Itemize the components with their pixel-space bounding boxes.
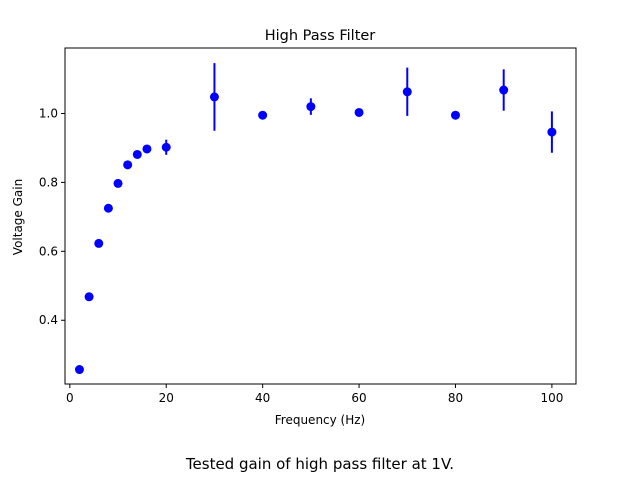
y-tick-label: 0.8 — [39, 175, 58, 189]
data-point — [113, 178, 123, 188]
data-point — [94, 238, 104, 248]
y-tick-label: 0.4 — [39, 313, 58, 327]
data-point — [103, 203, 113, 213]
data-point — [450, 110, 460, 120]
data-point — [402, 87, 412, 97]
chart-title: High Pass Filter — [265, 28, 376, 44]
x-tick-label: 0 — [66, 391, 74, 405]
figure-caption: Tested gain of high pass filter at 1V. — [185, 455, 455, 473]
x-tick-label: 80 — [448, 391, 463, 405]
data-point — [499, 85, 509, 95]
plot-frame — [64, 47, 577, 385]
data-point — [209, 92, 219, 102]
data-markers — [74, 63, 557, 375]
y-tick-label: 0.6 — [39, 244, 58, 258]
data-point — [84, 292, 94, 302]
x-tick-label: 40 — [255, 391, 270, 405]
data-point — [354, 107, 364, 117]
x-tick-label: 20 — [159, 391, 174, 405]
data-point — [258, 110, 268, 120]
x-tick-label: 60 — [351, 391, 366, 405]
x-axis-ticks: 0 20 40 60 80 100 — [66, 384, 563, 405]
data-point — [74, 365, 84, 375]
data-point — [123, 160, 133, 170]
data-point — [306, 102, 316, 112]
data-point — [142, 144, 152, 154]
data-point — [132, 149, 142, 159]
y-axis-ticks: 0.4 0.6 0.8 1.0 — [39, 106, 65, 327]
y-axis-label: Voltage Gain — [11, 179, 25, 255]
x-tick-label: 100 — [540, 391, 563, 405]
y-tick-label: 1.0 — [39, 106, 58, 120]
x-axis-label: Frequency (Hz) — [275, 413, 366, 427]
data-point — [161, 142, 171, 152]
data-point — [547, 127, 557, 137]
